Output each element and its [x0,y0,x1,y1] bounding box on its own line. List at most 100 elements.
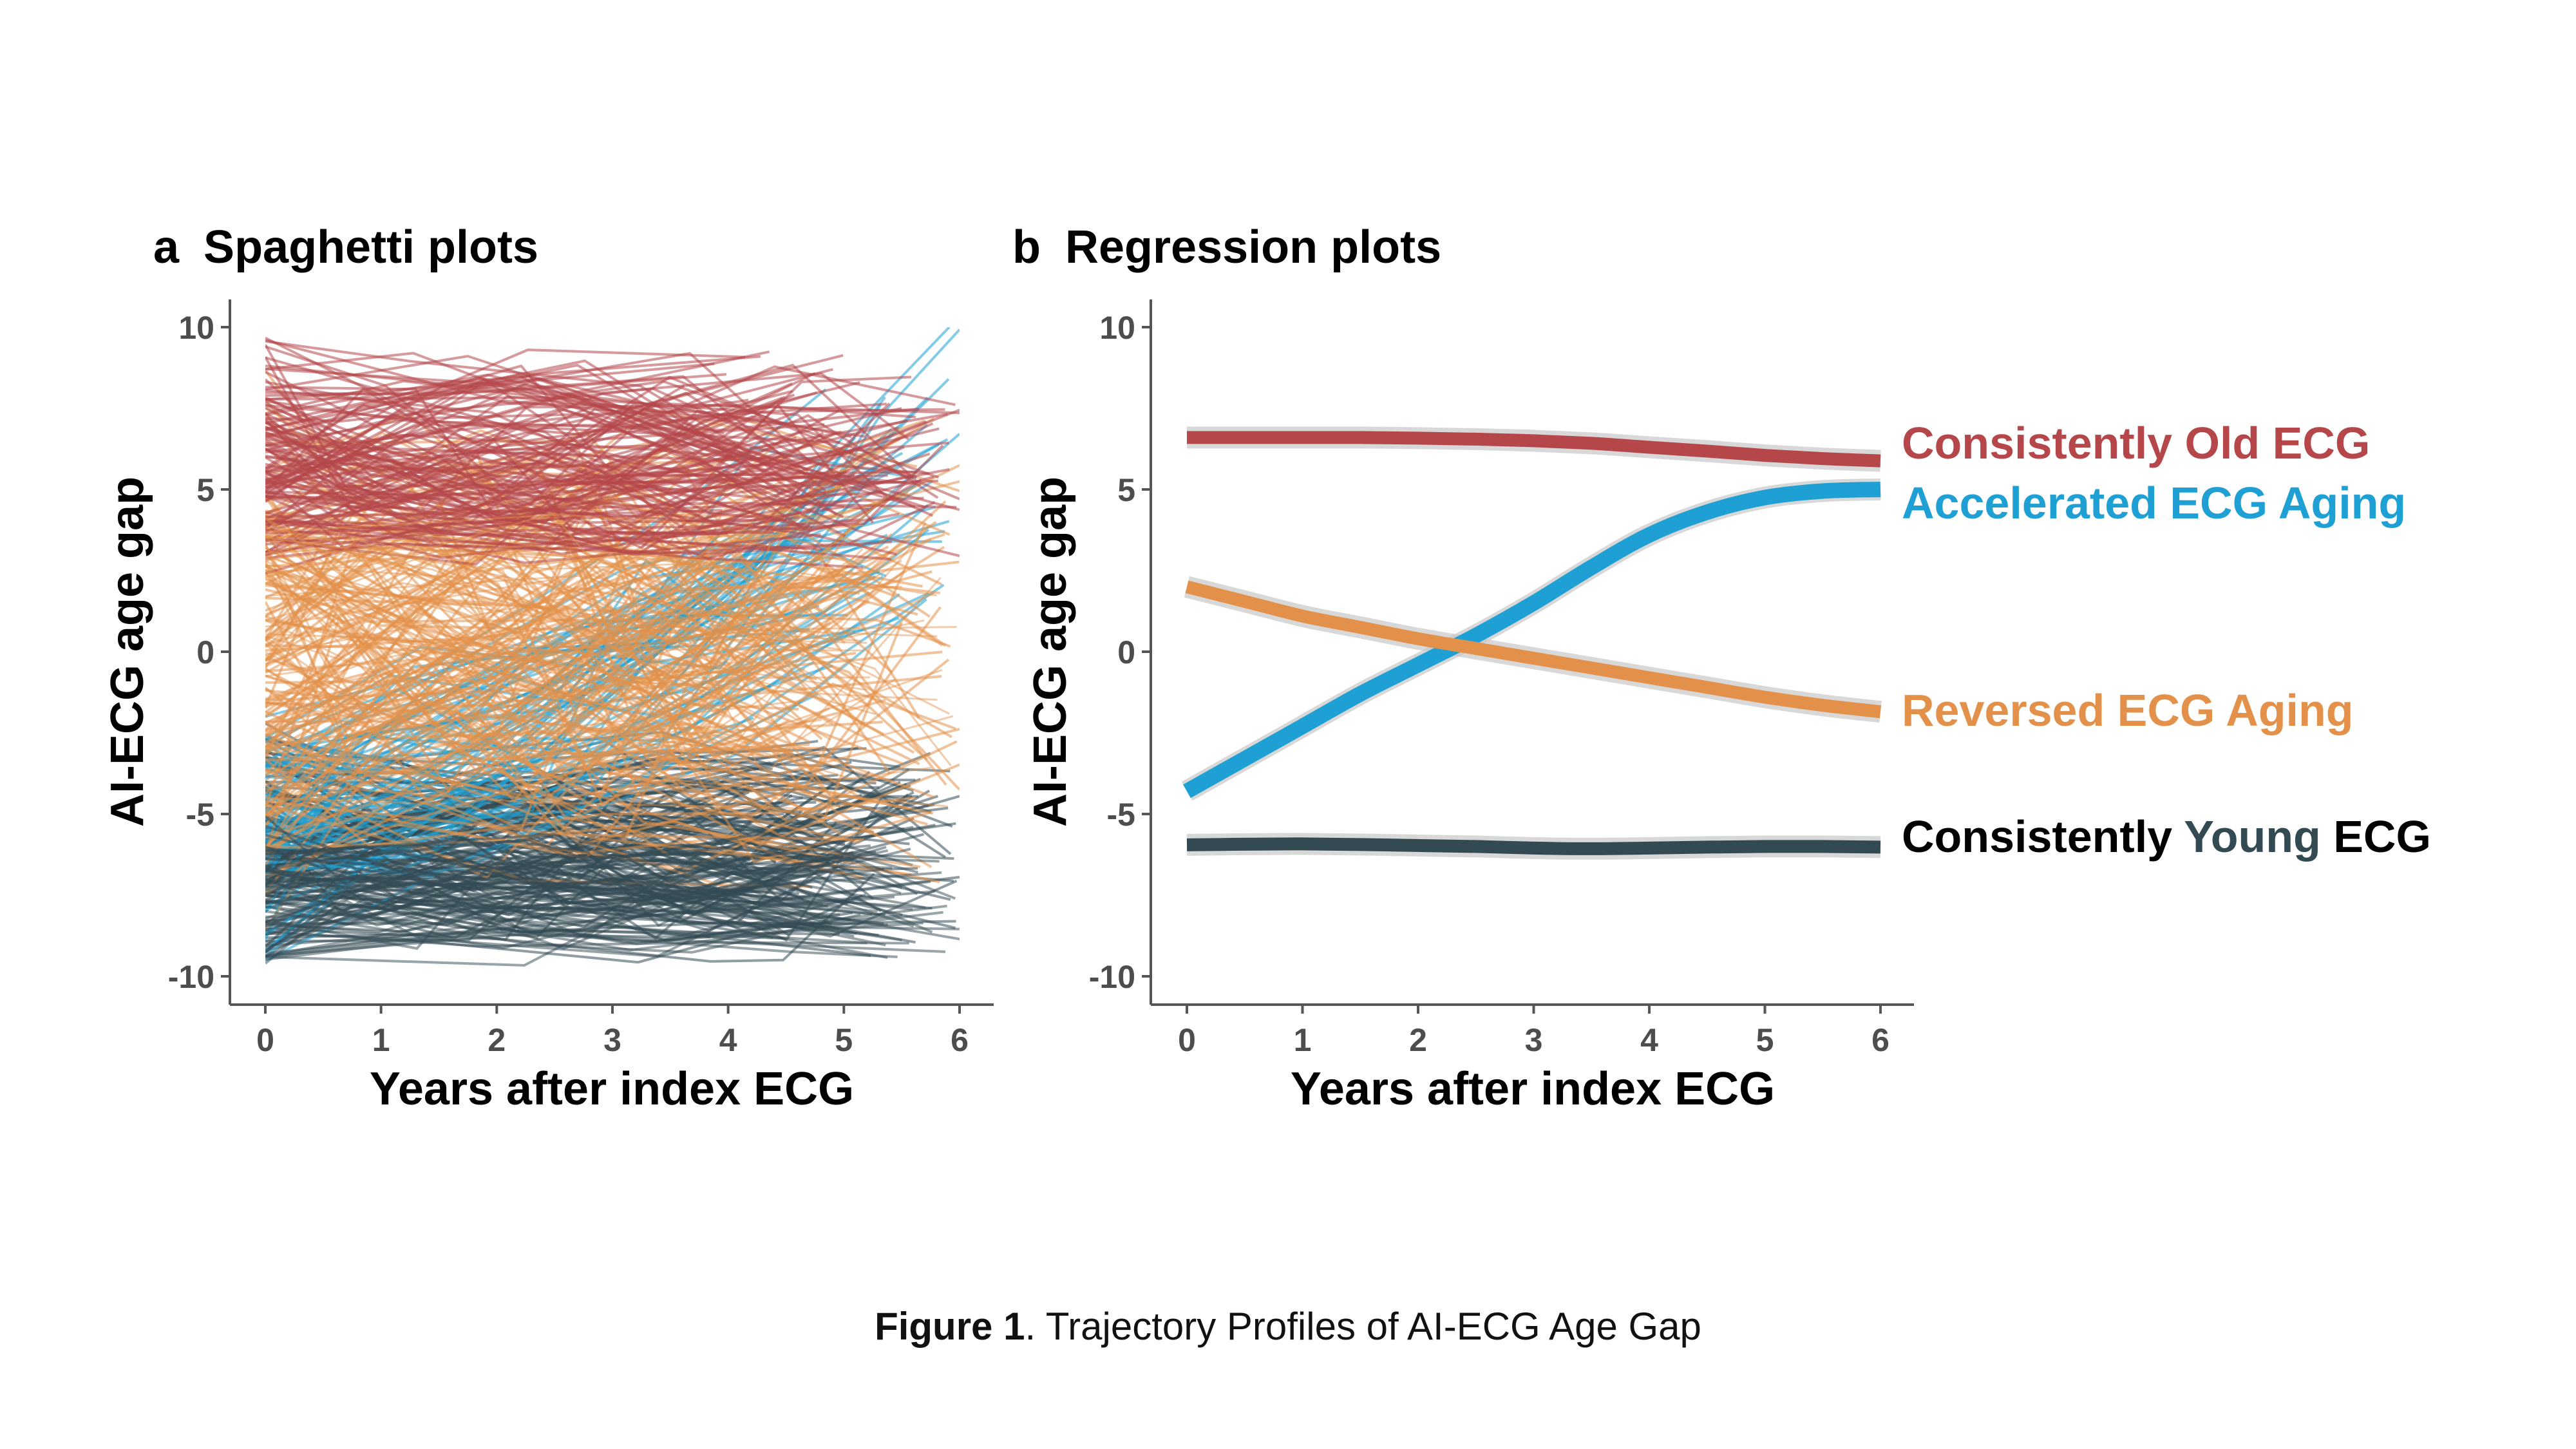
label-consistently-old-ecg: Consistently Old ECG [1902,418,2370,468]
spaghetti-line-young [265,837,866,929]
spaghetti-line-old [265,439,905,526]
panel-a-x-tick-label: 0 [256,1022,274,1058]
spaghetti-line-old [265,364,848,520]
spaghetti-line-reversed [265,687,855,781]
spaghetti-line-reversed [265,782,828,810]
spaghetti-line-reversed [265,547,759,674]
spaghetti-line-reversed [265,619,896,783]
spaghetti-line-reversed [265,758,916,848]
caption-text: . Trajectory Profiles of AI-ECG Age Gap [1025,1305,1701,1348]
spaghetti-line-reversed [265,579,831,741]
label-accelerated-ecg-aging: Accelerated ECG Aging [1902,478,2406,528]
panel-a-x-tick-label: 1 [372,1022,390,1058]
spaghetti-line-reversed [265,800,864,841]
spaghetti-line-old [265,540,892,560]
spaghetti-line-old [265,495,800,556]
panel-a-x-tick-label: 2 [488,1022,506,1058]
spaghetti-line-reversed [265,619,943,758]
spaghetti-line-reversed [265,614,817,724]
spaghetti-line-reversed [265,603,840,782]
spaghetti-line-old [265,386,829,468]
spaghetti-line-reversed [265,606,921,869]
panel-b-x-tick-label: 4 [1640,1022,1658,1058]
spaghetti-line-young [265,869,840,916]
panel-a-y-tick-label: 0 [196,634,214,670]
panel-a-x-tick-label: 4 [719,1022,737,1058]
spaghetti-line-reversed [265,543,799,850]
spaghetti-line-reversed [265,480,960,646]
panel-b-axes: 0 1 2 3 4 5 6 -10 -5 0 5 10 [1089,310,1889,1058]
spaghetti-line-reversed [265,555,840,652]
panel-a-x-axis-title: Years after index ECG [370,1063,854,1115]
panel-a-y-tick-label: 5 [196,472,214,508]
spaghetti-line-reversed [265,545,945,848]
spaghetti-line-reversed [265,513,704,533]
spaghetti-line-reversed [265,646,761,786]
spaghetti-line-old [265,402,773,549]
panel-a-y-axis-title: AI-ECG age gap [102,477,153,827]
spaghetti-line-reversed [265,548,839,712]
spaghetti-line-reversed [265,543,772,735]
spaghetti-line-reversed [265,678,896,758]
panel-b-x-axis-title: Years after index ECG [1291,1063,1775,1115]
spaghetti-line-reversed [265,638,864,706]
panel-b-y-tick-label: -10 [1089,959,1135,995]
spaghetti-line-reversed [265,523,753,732]
spaghetti-line-reversed [265,538,689,752]
spaghetti-line-old [265,392,810,481]
spaghetti-line-reversed [265,651,870,750]
spaghetti-line-old [265,374,960,558]
spaghetti-line-young [265,887,775,958]
spaghetti-line-old [265,377,733,498]
regression-line-young [1186,837,1881,855]
spaghetti-line-old [265,436,819,524]
spaghetti-line-reversed [265,549,942,777]
panel-a-spaghetti: a Spaghetti plots 0 1 2 3 4 5 6 -10 -5 0 5 10 Years … [102,222,994,1115]
label-consistently-young-ecg: Consistently Young ECG [1902,811,2431,862]
spaghetti-line-reversed [265,573,867,691]
spaghetti-line-reversed [265,535,724,755]
spaghetti-line-reversed [265,544,950,715]
spaghetti-line-reversed [265,561,806,773]
spaghetti-line-reversed [265,526,929,741]
spaghetti-line-old [265,431,787,524]
spaghetti-line-reversed [265,647,865,879]
spaghetti-line-reversed [265,571,828,802]
spaghetti-line-old [265,418,917,515]
spaghetti-line-old [265,370,855,518]
spaghetti-line-old [265,372,909,544]
spaghetti-line-reversed [265,518,805,731]
spaghetti-line-reversed [265,560,852,759]
spaghetti-line-reversed [265,590,719,700]
spaghetti-line-reversed [265,540,876,715]
panel-b-x-tick-label: 3 [1525,1022,1543,1058]
spaghetti-line-young [265,844,871,939]
panel-b-y-tick-label: 0 [1117,634,1135,670]
spaghetti-line-reversed [265,567,960,791]
spaghetti-line-reversed [265,574,952,766]
spaghetti-line-young [265,865,946,953]
spaghetti-line-reversed [265,576,729,756]
spaghetti-line-young [265,846,956,950]
caption-figure-number: Figure 1 [875,1305,1025,1348]
spaghetti-line-old [265,367,826,495]
spaghetti-line-reversed [265,630,861,707]
spaghetti-line-young [265,815,895,919]
spaghetti-line-reversed [265,575,820,656]
panel-b-y-axis-title: AI-ECG age gap [1025,477,1076,827]
spaghetti-line-reversed [265,533,893,719]
spaghetti-line-old [265,404,900,532]
spaghetti-line-reversed [265,533,945,668]
panel-b-title: b Regression plots [1012,222,1441,273]
spaghetti-line-reversed [265,619,925,679]
spaghetti-line-young [265,839,887,900]
spaghetti-line-old [265,417,813,529]
regression-line-old [1187,431,1881,468]
spaghetti-line-accelerated [265,438,949,828]
spaghetti-line-reversed [265,569,906,808]
spaghetti-line-reversed [265,544,768,683]
spaghetti-line-reversed [265,746,822,839]
spaghetti-line-reversed [265,585,902,805]
spaghetti-line-young [265,849,889,934]
panel-b-x-tick-label: 6 [1871,1022,1889,1058]
